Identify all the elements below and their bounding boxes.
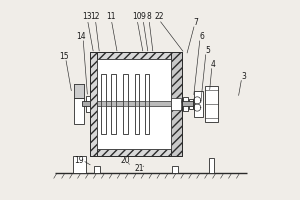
Bar <box>90 52 98 156</box>
Text: 7: 7 <box>193 18 198 27</box>
Text: 10: 10 <box>132 12 142 21</box>
Bar <box>82 101 90 106</box>
Text: 19: 19 <box>75 156 84 165</box>
Bar <box>101 101 106 106</box>
Bar <box>111 101 116 106</box>
Bar <box>194 91 203 117</box>
Bar <box>205 86 218 122</box>
Text: 3: 3 <box>241 72 246 81</box>
Text: 11: 11 <box>106 12 116 21</box>
Bar <box>123 101 128 106</box>
Text: 20: 20 <box>120 156 130 165</box>
Bar <box>182 101 193 106</box>
Bar <box>98 101 171 106</box>
Bar <box>94 166 100 173</box>
Bar <box>101 74 106 134</box>
Text: 14: 14 <box>77 32 86 41</box>
Bar <box>73 156 86 173</box>
Bar <box>86 96 90 112</box>
Text: 6: 6 <box>199 32 204 41</box>
Bar <box>171 98 181 110</box>
Bar <box>90 52 182 156</box>
Text: 12: 12 <box>91 12 100 21</box>
Bar <box>90 52 182 59</box>
Bar <box>171 52 182 156</box>
Text: 8: 8 <box>147 12 152 21</box>
Bar <box>123 74 128 134</box>
Bar <box>209 158 214 173</box>
Bar <box>90 149 182 156</box>
Text: 22: 22 <box>154 12 164 21</box>
Text: 5: 5 <box>205 46 210 55</box>
Bar <box>145 74 149 134</box>
Text: 21: 21 <box>134 164 144 173</box>
Text: 4: 4 <box>211 60 216 69</box>
Text: 13: 13 <box>82 12 92 21</box>
Bar <box>111 74 116 134</box>
Text: 9: 9 <box>141 12 146 21</box>
Text: 15: 15 <box>59 52 68 61</box>
Bar <box>189 99 193 109</box>
Bar <box>74 84 85 124</box>
Bar <box>98 59 171 149</box>
Bar <box>145 101 149 106</box>
Bar <box>135 101 140 106</box>
Bar <box>183 97 188 111</box>
Bar <box>135 74 140 134</box>
Bar <box>172 166 178 173</box>
Bar <box>74 84 85 98</box>
